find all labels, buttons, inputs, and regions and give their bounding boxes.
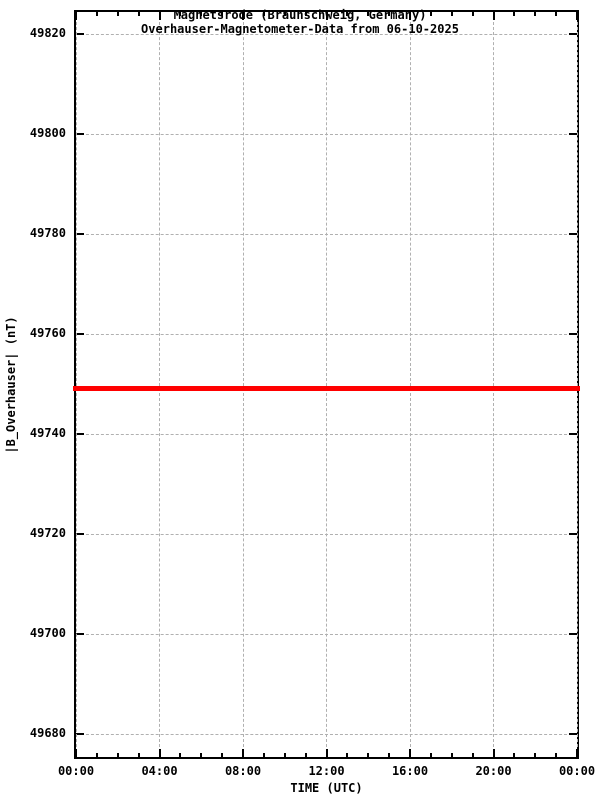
x-minor-tick-top — [304, 12, 307, 16]
x-minor-tick-top — [555, 12, 558, 16]
x-minor-tick-top — [95, 12, 98, 16]
x-minor-tick-top — [346, 12, 349, 16]
y-tick-label: 49700 — [29, 626, 66, 640]
y-tick-label: 49720 — [29, 526, 66, 540]
y-tick-right — [569, 33, 577, 35]
x-minor-tick-bottom — [262, 753, 265, 757]
y-tick-label: 49680 — [29, 726, 66, 740]
x-tick-bottom — [242, 749, 244, 757]
x-tick-top — [242, 12, 244, 20]
x-tick-bottom — [409, 749, 411, 757]
x-tick-label: 08:00 — [224, 764, 262, 778]
y-tick-right — [569, 133, 577, 135]
y-tick-right — [569, 433, 577, 435]
x-tick-bottom — [492, 749, 495, 757]
x-tick-label: 00:00 — [57, 764, 95, 778]
chart-title: Magnetsrode (Braunschweig, Germany) — [173, 8, 427, 22]
x-minor-tick-bottom — [450, 753, 453, 757]
x-tick-top — [576, 12, 578, 20]
x-minor-tick-top — [200, 12, 203, 16]
x-minor-tick-top — [450, 12, 453, 16]
y-tick-left — [76, 133, 84, 135]
x-minor-tick-top — [513, 12, 516, 16]
y-tick-left — [76, 33, 84, 35]
x-minor-tick-bottom — [367, 753, 370, 757]
x-minor-tick-top — [179, 12, 182, 16]
x-tick-bottom — [576, 749, 578, 757]
y-tick-left — [76, 233, 84, 235]
x-gridline — [242, 12, 244, 757]
x-minor-tick-top — [388, 12, 391, 16]
x-minor-tick-bottom — [179, 753, 182, 757]
x-tick-label: 20:00 — [475, 764, 512, 778]
x-tick-label: 04:00 — [141, 764, 178, 778]
x-minor-tick-top — [137, 12, 140, 16]
x-minor-tick-bottom — [116, 753, 119, 757]
y-tick-right — [569, 733, 577, 735]
x-minor-tick-bottom — [346, 753, 349, 757]
x-tick-top — [158, 12, 161, 20]
x-minor-tick-top — [471, 12, 474, 16]
x-tick-top — [409, 12, 411, 20]
y-tick-label: 49800 — [29, 126, 66, 140]
x-minor-tick-top — [283, 12, 286, 16]
x-minor-tick-top — [534, 12, 537, 16]
x-minor-tick-bottom — [534, 753, 537, 757]
x-tick-top — [492, 12, 495, 20]
x-gridline — [326, 12, 327, 757]
x-minor-tick-top — [262, 12, 265, 16]
y-tick-left — [76, 733, 84, 735]
plot-area — [73, 10, 580, 759]
y-tick-right — [569, 233, 577, 235]
x-minor-tick-bottom — [283, 753, 286, 757]
y-tick-label: 49740 — [29, 426, 66, 440]
x-tick-label: 12:00 — [308, 764, 345, 778]
x-tick-top — [75, 12, 77, 20]
x-minor-tick-bottom — [513, 753, 516, 757]
y-tick-right — [569, 333, 577, 335]
x-gridline — [75, 12, 77, 757]
y-tick-left — [76, 433, 84, 435]
y-tick-label: 49820 — [29, 26, 66, 40]
x-tick-top — [325, 12, 328, 20]
x-axis-title: TIME (UTC) — [290, 781, 363, 795]
x-tick-bottom — [158, 749, 161, 757]
x-minor-tick-bottom — [137, 753, 140, 757]
x-minor-tick-top — [429, 12, 432, 16]
x-gridline — [409, 12, 411, 757]
x-minor-tick-top — [221, 12, 224, 16]
y-tick-label: 49760 — [29, 326, 66, 340]
y-tick-left — [76, 533, 84, 535]
x-minor-tick-bottom — [95, 753, 98, 757]
x-gridline — [576, 12, 578, 757]
x-gridline — [493, 12, 494, 757]
y-tick-right — [569, 533, 577, 535]
x-minor-tick-top — [116, 12, 119, 16]
x-minor-tick-bottom — [471, 753, 474, 757]
series-line-overhauser — [73, 385, 580, 391]
x-tick-label: 16:00 — [391, 764, 429, 778]
x-minor-tick-bottom — [429, 753, 432, 757]
x-minor-tick-bottom — [555, 753, 558, 757]
x-tick-label: 00:00 — [558, 764, 596, 778]
x-minor-tick-bottom — [200, 753, 203, 757]
y-tick-left — [76, 333, 84, 335]
x-minor-tick-top — [367, 12, 370, 16]
chart-subtitle: Overhauser-Magnetometer-Data from 06-10-… — [141, 22, 459, 36]
y-tick-right — [569, 633, 577, 635]
y-tick-label: 49780 — [29, 226, 66, 240]
x-minor-tick-bottom — [221, 753, 224, 757]
x-minor-tick-bottom — [388, 753, 391, 757]
x-minor-tick-bottom — [304, 753, 307, 757]
x-gridline — [159, 12, 160, 757]
x-tick-bottom — [325, 749, 328, 757]
x-tick-bottom — [75, 749, 77, 757]
y-tick-left — [76, 633, 84, 635]
